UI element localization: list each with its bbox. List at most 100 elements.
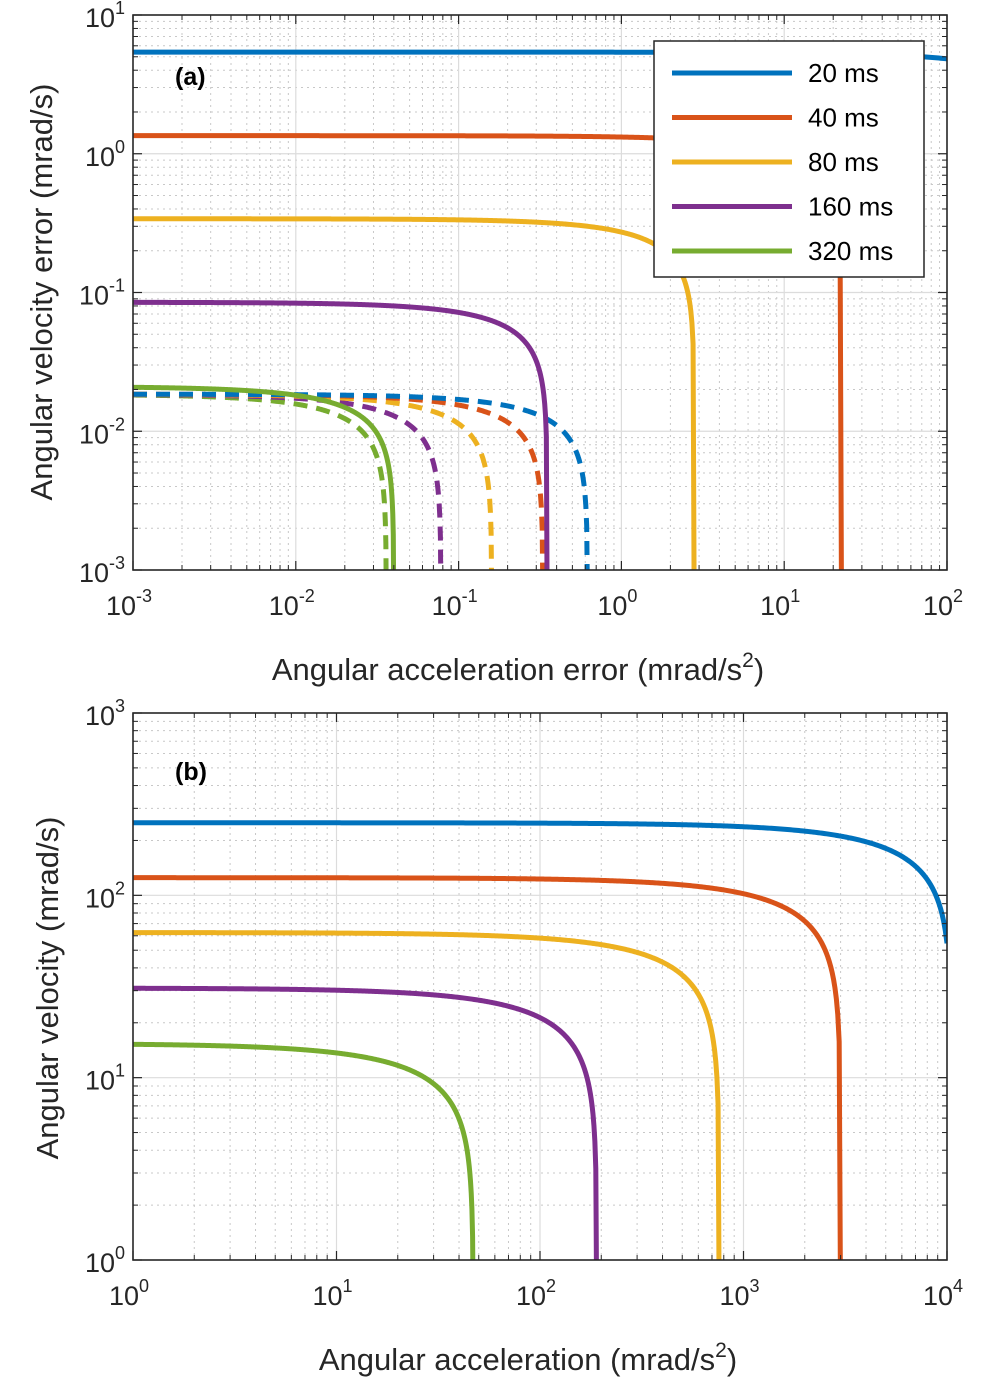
- x-tick-exponent: 1: [343, 1276, 353, 1296]
- x-tick-base: 10: [923, 1281, 953, 1311]
- panel-a-x-axis-label-end: ): [754, 652, 764, 687]
- legend-label: 20 ms: [808, 58, 879, 88]
- x-tick-label: 10-3: [106, 586, 152, 621]
- panel-a-x-axis-label: Angular acceleration error (mrad/s2): [272, 649, 764, 687]
- y-tick-label: 102: [85, 878, 125, 913]
- x-tick-exponent: 3: [750, 1276, 760, 1296]
- panel-b-x-axis-label-sup: 2: [715, 1339, 727, 1362]
- panel-a-major-grid: [133, 15, 947, 570]
- y-tick-base: 10: [85, 1248, 115, 1278]
- y-tick-exponent: 1: [115, 1061, 125, 1081]
- y-tick-label: 100: [85, 137, 125, 172]
- x-tick-exponent: 2: [546, 1276, 556, 1296]
- panel-a-label: (a): [175, 63, 206, 91]
- panel-b-y-axis-label: Angular velocity (mrad/s): [30, 817, 65, 1160]
- x-tick-label: 10-1: [432, 586, 478, 621]
- y-tick-label: 10-3: [79, 553, 125, 588]
- y-tick-exponent: 0: [115, 1243, 125, 1263]
- panel-b-x-axis-label-main: Angular acceleration (mrad/s: [319, 1342, 715, 1377]
- y-tick-label: 10-2: [79, 414, 125, 449]
- series-line-160-ms: [133, 985, 599, 1260]
- panel-a-y-axis-label: Angular velocity error (mrad/s): [24, 84, 59, 501]
- series-line-20-ms: [133, 820, 947, 944]
- panel-a-x-axis-label-main: Angular acceleration error (mrad/s: [272, 652, 742, 687]
- y-tick-label: 101: [85, 0, 125, 33]
- panel-a-series: [133, 49, 947, 570]
- y-tick-label: 101: [85, 1061, 125, 1096]
- legend-label: 320 ms: [808, 236, 893, 266]
- x-tick-base: 10: [109, 1281, 139, 1311]
- series-line-80-ms: [133, 930, 722, 1260]
- legend-label: 80 ms: [808, 147, 879, 177]
- legend: 20 ms 40 ms 80 ms 160 ms 320 ms: [653, 40, 925, 278]
- series-line-160-ms: [133, 299, 550, 570]
- series-line-160-ms-dashed: [133, 392, 444, 570]
- y-tick-exponent: 3: [115, 696, 125, 716]
- y-tick-exponent: -1: [109, 276, 125, 296]
- y-tick-base: 10: [79, 419, 109, 449]
- series-line-40-ms-dashed: [133, 391, 546, 570]
- x-tick-base: 10: [312, 1281, 342, 1311]
- y-tick-base: 10: [79, 281, 109, 311]
- x-tick-base: 10: [760, 591, 790, 621]
- x-tick-label: 10-2: [269, 586, 315, 621]
- x-tick-base: 10: [432, 591, 462, 621]
- panel-b-x-axis-label-end: ): [727, 1342, 737, 1377]
- series-line-80-ms-dashed: [133, 391, 494, 570]
- y-tick-label: 100: [85, 1243, 125, 1278]
- y-tick-base: 10: [85, 142, 115, 172]
- panel-b-minor-grid: [133, 713, 947, 1260]
- x-tick-base: 10: [516, 1281, 546, 1311]
- panel-b-label: (b): [175, 758, 207, 786]
- series-line-320-ms-dashed: [133, 392, 389, 570]
- x-tick-label: 103: [719, 1276, 759, 1311]
- y-tick-exponent: 1: [115, 0, 125, 18]
- x-tick-exponent: 1: [790, 586, 800, 606]
- legend-box: [653, 40, 925, 278]
- y-tick-base: 10: [79, 558, 109, 588]
- series-line-320-ms: [133, 384, 397, 570]
- x-tick-exponent: 2: [953, 586, 963, 606]
- series-line-20-ms-dashed: [133, 391, 590, 570]
- legend-label: 160 ms: [808, 192, 893, 222]
- y-tick-base: 10: [85, 1066, 115, 1096]
- x-tick-label: 101: [760, 586, 800, 621]
- x-tick-exponent: -3: [136, 586, 152, 606]
- x-tick-base: 10: [106, 591, 136, 621]
- panel-b-x-axis-label: Angular acceleration (mrad/s2): [319, 1339, 737, 1377]
- series-line-320-ms: [133, 1041, 476, 1260]
- y-tick-exponent: 0: [115, 137, 125, 157]
- x-tick-label: 101: [312, 1276, 352, 1311]
- panel-b-series: [133, 820, 947, 1260]
- x-tick-exponent: -1: [462, 586, 478, 606]
- y-tick-base: 10: [85, 883, 115, 913]
- legend-label: 40 ms: [808, 103, 879, 133]
- x-tick-label: 102: [516, 1276, 556, 1311]
- x-tick-exponent: 0: [139, 1276, 149, 1296]
- panel-a: 10-3 10-2 10-1 100 101 10210-310-210-1100101 …: [24, 0, 963, 687]
- panel-b-major-grid: [133, 713, 947, 1260]
- x-tick-exponent: 0: [627, 586, 637, 606]
- x-tick-label: 100: [109, 1276, 149, 1311]
- x-tick-base: 10: [269, 591, 299, 621]
- series-line-80-ms: [133, 216, 697, 570]
- y-tick-exponent: 2: [115, 878, 125, 898]
- x-tick-base: 10: [923, 591, 953, 621]
- x-tick-label: 102: [923, 586, 963, 621]
- x-tick-exponent: -2: [299, 586, 315, 606]
- y-tick-base: 10: [85, 3, 115, 33]
- x-tick-label: 104: [923, 1276, 963, 1311]
- y-tick-exponent: -2: [109, 414, 125, 434]
- x-tick-label: 100: [597, 586, 637, 621]
- panel-a-x-axis-label-sup: 2: [742, 649, 754, 672]
- y-tick-label: 10-1: [79, 276, 125, 311]
- y-tick-exponent: -3: [109, 553, 125, 573]
- y-tick-base: 10: [85, 701, 115, 731]
- x-tick-base: 10: [597, 591, 627, 621]
- y-tick-label: 103: [85, 696, 125, 731]
- x-tick-base: 10: [719, 1281, 749, 1311]
